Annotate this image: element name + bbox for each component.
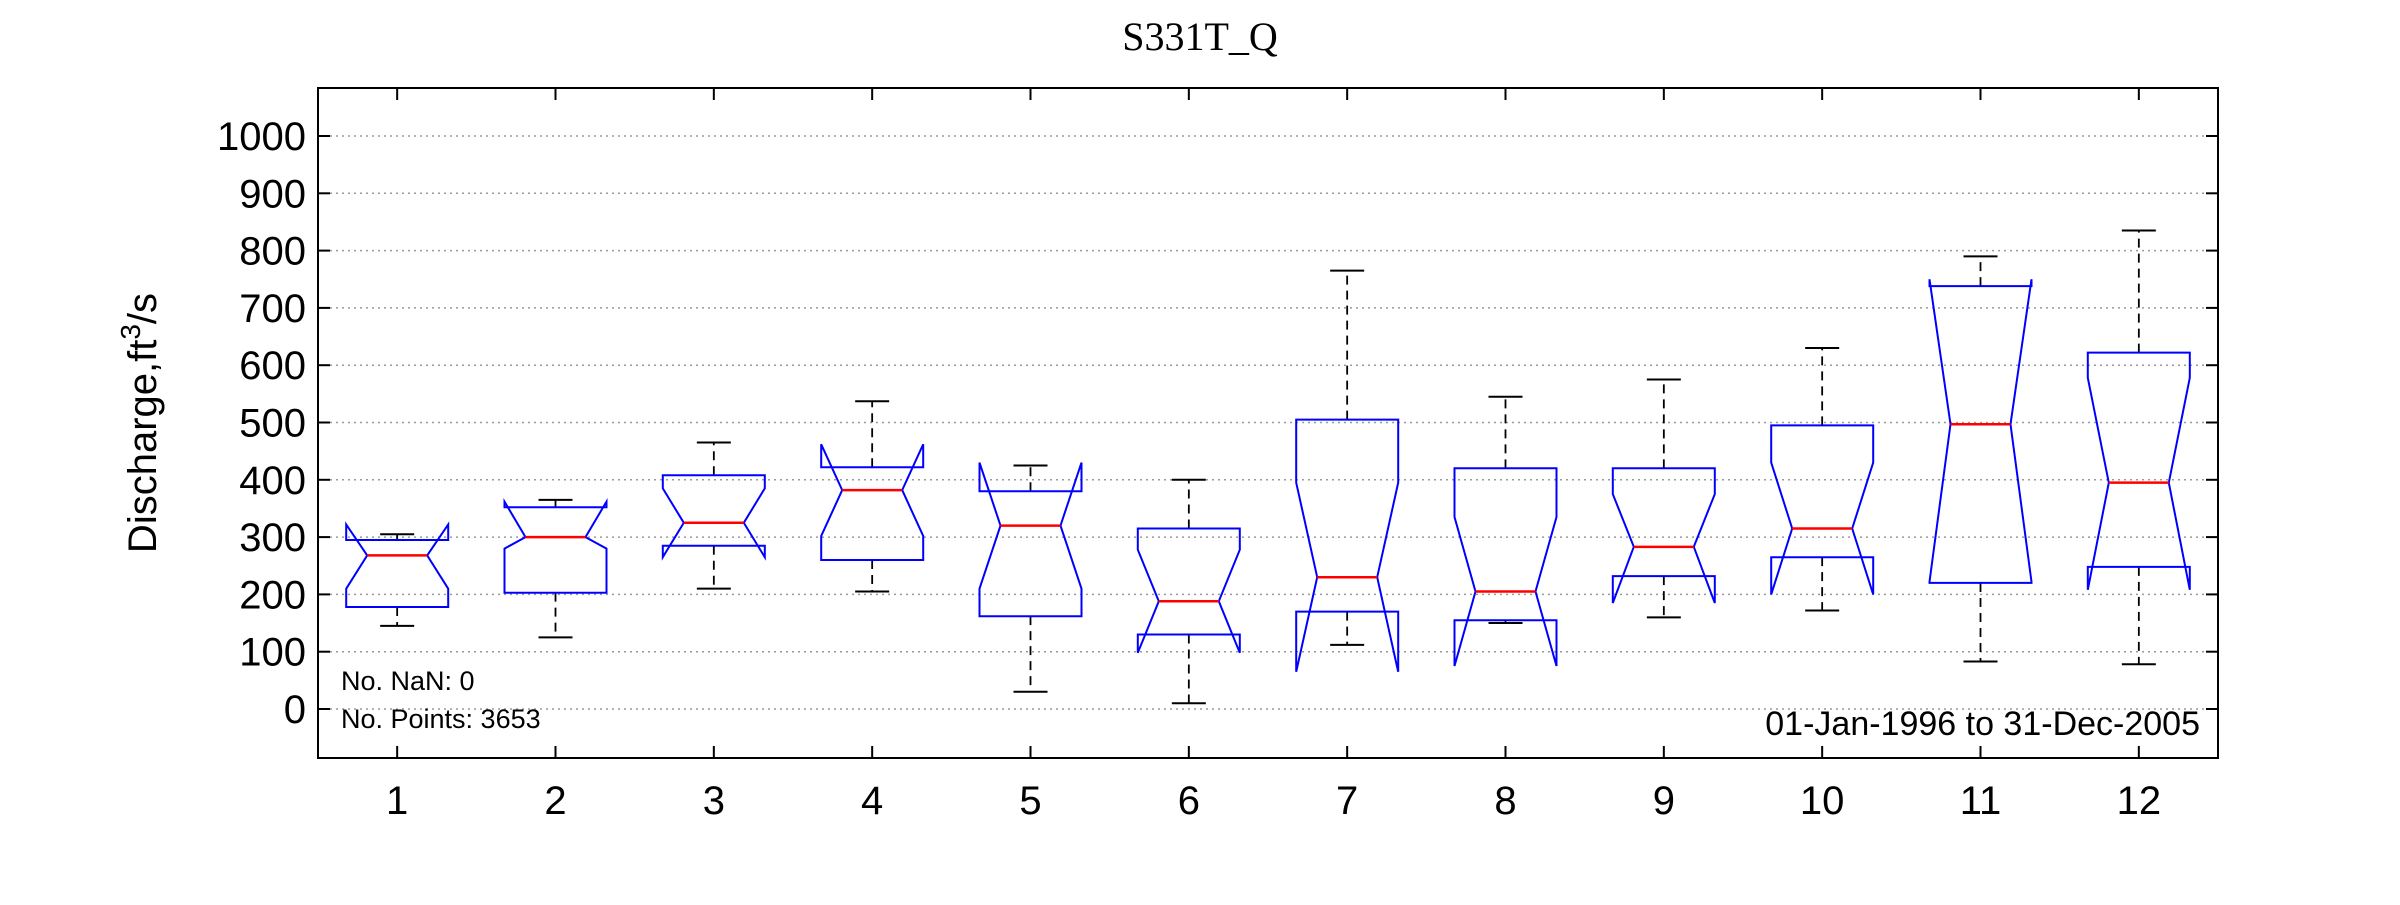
y-tick-label: 0 <box>284 688 306 732</box>
plot-frame <box>317 87 2219 759</box>
x-tick-label: 7 <box>1336 779 1358 823</box>
notched-box <box>345 521 450 608</box>
y-tick-label: 200 <box>239 573 306 617</box>
y-axis-label: Discharge,ft3/s <box>115 293 165 553</box>
box-8 <box>1453 395 1558 667</box>
nan-count-label: No. NaN: 0 <box>341 666 475 696</box>
x-tick-label: 1 <box>386 779 408 823</box>
notched-box <box>820 443 925 561</box>
x-tick-label: 3 <box>703 779 725 823</box>
box-1 <box>345 521 450 627</box>
box-4 <box>820 400 925 593</box>
y-tick-label: 500 <box>239 402 306 446</box>
y-tick-label: 800 <box>239 230 306 274</box>
notched-box <box>661 474 766 561</box>
notched-box <box>1453 467 1558 667</box>
chart-title: S331T_Q <box>1122 14 1278 59</box>
y-tick-label: 600 <box>239 344 306 388</box>
box-6 <box>1136 478 1241 705</box>
box-3 <box>661 441 766 590</box>
box-10 <box>1770 347 1875 612</box>
y-tick-label: 700 <box>239 287 306 331</box>
date-range-label: 01-Jan-1996 to 31-Dec-2005 <box>1765 705 2200 743</box>
point-count-label: No. Points: 3653 <box>341 704 541 734</box>
box-9 <box>1611 378 1716 619</box>
x-tick-label: 6 <box>1178 779 1200 823</box>
x-tick-label: 8 <box>1494 779 1516 823</box>
y-tick-label: 100 <box>239 631 306 675</box>
notched-box <box>1928 279 2033 584</box>
y-tick-label: 400 <box>239 459 306 503</box>
box-7 <box>1295 269 1400 673</box>
x-tick-label: 4 <box>861 779 883 823</box>
grid-lines <box>318 135 2218 710</box>
notched-box <box>1136 527 1241 654</box>
x-tick-label: 9 <box>1653 779 1675 823</box>
notched-box <box>1770 424 1875 595</box>
notched-box <box>978 462 1083 618</box>
box-series <box>345 229 2191 705</box>
y-tick-label: 1000 <box>217 115 306 159</box>
box-12 <box>2086 229 2191 666</box>
box-11 <box>1928 255 2033 663</box>
x-tick-label: 2 <box>544 779 566 823</box>
y-tick-label: 300 <box>239 516 306 560</box>
notched-box <box>503 497 608 594</box>
notched-box <box>1295 418 1400 673</box>
x-tick-label: 5 <box>1019 779 1041 823</box>
notched-box <box>2086 351 2191 590</box>
box-2 <box>503 497 608 639</box>
x-tick-label: 10 <box>1800 779 1845 823</box>
x-tick-label: 12 <box>2117 779 2162 823</box>
box-5 <box>978 462 1083 693</box>
notched-box <box>1611 467 1716 604</box>
x-tick-label: 11 <box>1960 779 2002 823</box>
y-tick-label: 900 <box>239 172 306 216</box>
